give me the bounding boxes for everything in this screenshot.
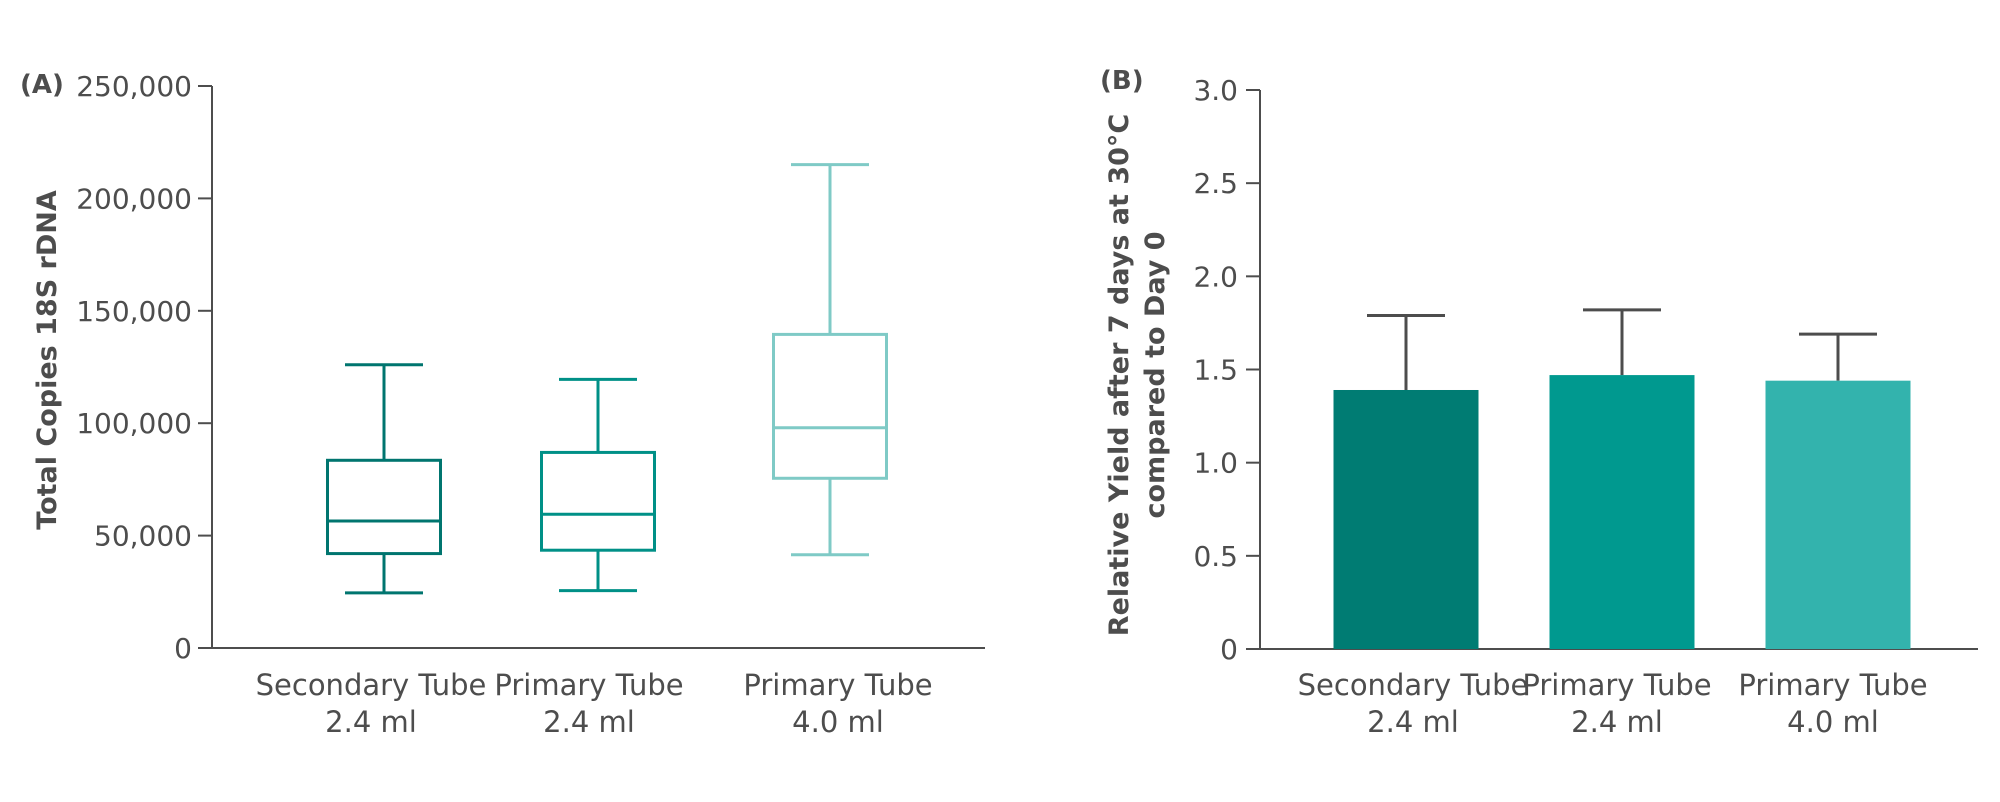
panel-b-category-label: Primary Tube bbox=[1738, 668, 1927, 702]
panel-a-y-tick-label: 250,000 bbox=[76, 70, 192, 103]
panel-b-y-tick-label: 2.5 bbox=[1193, 167, 1238, 200]
panel-a-iqr-box bbox=[326, 458, 442, 556]
panel-a-y-tick-label: 100,000 bbox=[76, 407, 192, 440]
panel-b-y-tick-label: 1.0 bbox=[1193, 447, 1238, 480]
panel-b-bar-chart: (B) Relative Yield after 7 days at 30°C … bbox=[1100, 66, 1978, 739]
panel-a-box bbox=[772, 163, 888, 557]
panel-b-category-label-sub: 4.0 ml bbox=[1787, 705, 1879, 739]
panel-b-bar bbox=[1333, 389, 1479, 649]
panel-a-box-plot: (A) Total Copies 18S rDNA 0 50,000 100,000… bbox=[20, 70, 985, 739]
panel-b-y-tick-label: 0 bbox=[1220, 633, 1238, 666]
panel-a-label: (A) bbox=[20, 70, 64, 100]
panel-b-y-axis-title-line2: compared to Day 0 bbox=[1140, 231, 1171, 518]
panel-a-box bbox=[326, 363, 442, 595]
panel-b-category-label: Primary Tube bbox=[1522, 668, 1711, 702]
panel-a-category-label: Secondary Tube bbox=[256, 668, 487, 702]
panel-a-category-label-sub: 4.0 ml bbox=[792, 705, 884, 739]
panel-b-y-axis-title-line1: Relative Yield after 7 days at 30°C bbox=[1104, 114, 1135, 636]
panel-a-box bbox=[540, 377, 656, 593]
panel-a-y-tick-label: 150,000 bbox=[76, 295, 192, 328]
panel-a-y-tick-label: 200,000 bbox=[76, 182, 192, 215]
panel-b-label: (B) bbox=[1100, 66, 1144, 96]
panel-a-category-label-sub: 2.4 ml bbox=[325, 705, 417, 739]
panel-a-category-label: Primary Tube bbox=[743, 668, 932, 702]
panel-b-y-tick-label: 3.0 bbox=[1193, 74, 1238, 107]
panel-a-category-label: Primary Tube bbox=[494, 668, 683, 702]
panel-a-iqr-box bbox=[772, 332, 888, 480]
panel-b-category-label-sub: 2.4 ml bbox=[1367, 705, 1459, 739]
panel-b-bar bbox=[1765, 380, 1911, 649]
panel-a-y-axis-title: Total Copies 18S rDNA bbox=[32, 190, 63, 530]
panel-b-bar bbox=[1549, 375, 1695, 649]
panel-b-y-tick-label: 2.0 bbox=[1193, 260, 1238, 293]
panel-b-y-tick-label: 1.5 bbox=[1193, 354, 1238, 387]
panel-b-y-tick-label: 0.5 bbox=[1193, 540, 1238, 573]
panel-a-y-tick-label: 0 bbox=[174, 632, 192, 665]
panel-a-category-label-sub: 2.4 ml bbox=[543, 705, 635, 739]
panel-a-y-tick-label: 50,000 bbox=[94, 520, 192, 553]
panel-a-iqr-box bbox=[540, 450, 656, 552]
panel-b-category-label: Secondary Tube bbox=[1298, 668, 1529, 702]
panel-b-category-label-sub: 2.4 ml bbox=[1571, 705, 1663, 739]
